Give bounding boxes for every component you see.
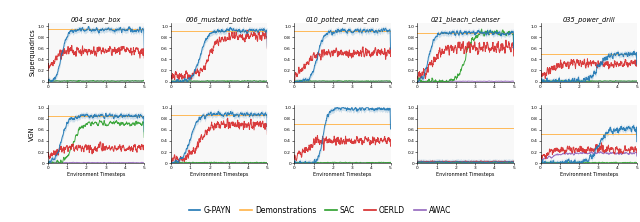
Legend: G-PAYN, Demonstrations, SAC, OERLD, AWAC: G-PAYN, Demonstrations, SAC, OERLD, AWAC: [186, 203, 454, 218]
Y-axis label: Superquadrics: Superquadrics: [29, 29, 35, 76]
Title: 035_power_drill: 035_power_drill: [563, 16, 615, 23]
X-axis label: Environment Timesteps: Environment Timesteps: [190, 172, 248, 177]
Title: 021_bleach_cleanser: 021_bleach_cleanser: [431, 16, 500, 23]
Title: 006_mustard_bottle: 006_mustard_bottle: [186, 16, 253, 23]
Title: 010_potted_meat_can: 010_potted_meat_can: [305, 16, 380, 23]
X-axis label: Environment Timesteps: Environment Timesteps: [313, 172, 372, 177]
X-axis label: Environment Timesteps: Environment Timesteps: [436, 172, 495, 177]
Title: 004_sugar_box: 004_sugar_box: [71, 16, 122, 23]
Y-axis label: VGN: VGN: [29, 127, 35, 141]
X-axis label: Environment Timesteps: Environment Timesteps: [67, 172, 125, 177]
X-axis label: Environment Timesteps: Environment Timesteps: [559, 172, 618, 177]
